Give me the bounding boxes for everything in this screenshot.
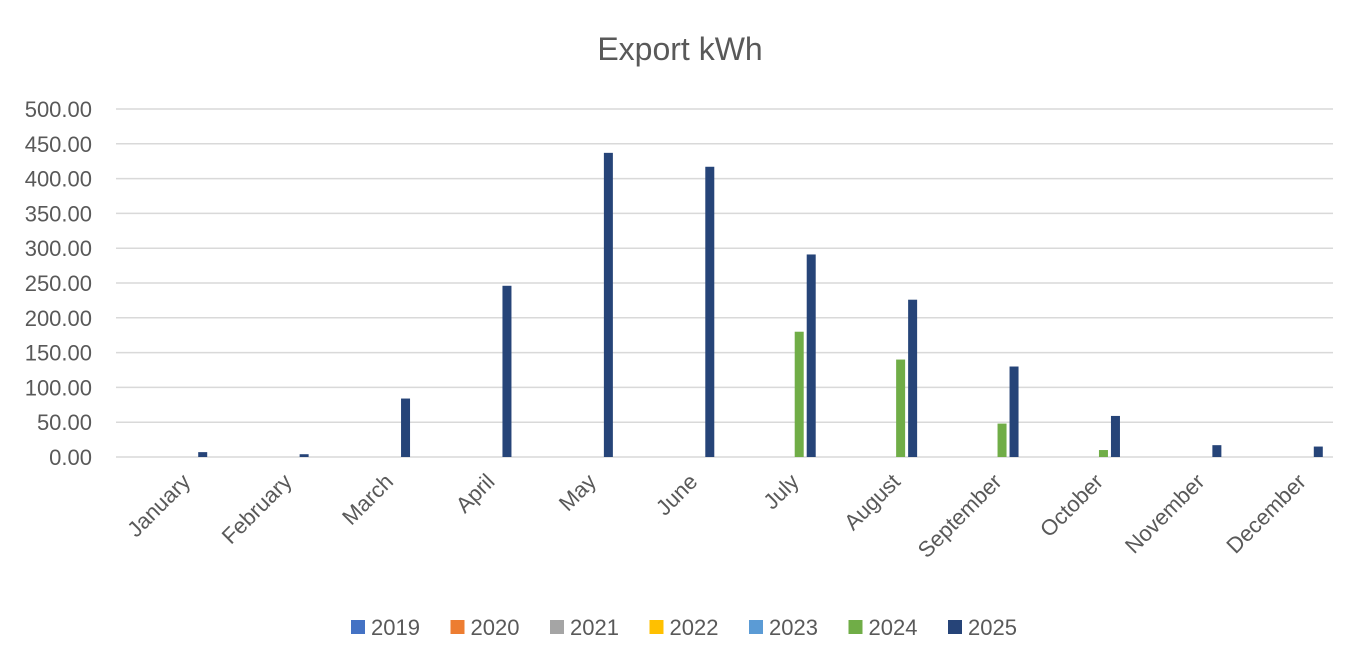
legend-label-2019: 2019 xyxy=(371,615,420,640)
x-tick-label: August xyxy=(839,469,905,535)
x-tick-label: March xyxy=(337,469,398,530)
legend-swatch-2023 xyxy=(749,620,763,634)
bar-2025-august xyxy=(908,299,918,457)
y-tick-label: 50.00 xyxy=(37,410,92,435)
y-tick-label: 150.00 xyxy=(25,341,92,366)
bar-2024-october xyxy=(1098,450,1108,457)
legend-label-2023: 2023 xyxy=(769,615,818,640)
legend-label-2022: 2022 xyxy=(670,615,719,640)
y-tick-label: 250.00 xyxy=(25,271,92,296)
legend-swatch-2024 xyxy=(848,620,863,634)
y-tick-label: 200.00 xyxy=(25,306,92,331)
bar-2025-january xyxy=(198,452,208,457)
bar-2025-march xyxy=(401,398,411,457)
y-tick-label: 0.00 xyxy=(49,445,92,470)
x-tick-label: June xyxy=(651,469,702,520)
bar-2024-july xyxy=(794,331,804,457)
y-tick-label: 300.00 xyxy=(25,236,92,261)
chart-title: Export kWh xyxy=(597,31,762,67)
legend-label-2021: 2021 xyxy=(570,615,619,640)
y-tick-label: 450.00 xyxy=(25,132,92,157)
legend-swatch-2022 xyxy=(649,620,664,634)
y-axis: 0.00 50.00 100.00 150.00 200.00 250.00 300.00 3… xyxy=(25,97,92,470)
x-tick-label: January xyxy=(122,469,195,542)
bar-2025-april xyxy=(502,285,512,457)
legend-swatch-2019 xyxy=(351,620,365,634)
bar-2025-june xyxy=(705,166,715,457)
x-tick-label: October xyxy=(1035,469,1108,542)
bar-2025-july xyxy=(806,254,816,457)
x-tick-label: July xyxy=(758,469,803,514)
legend-swatch-2025 xyxy=(948,620,962,634)
y-tick-label: 100.00 xyxy=(25,375,92,400)
bar-2024-august xyxy=(896,359,906,457)
x-tick-label: December xyxy=(1221,469,1310,558)
x-tick-label: February xyxy=(217,469,297,549)
legend-label-2025: 2025 xyxy=(968,615,1017,640)
bar-2025-october xyxy=(1110,415,1120,457)
y-tick-label: 350.00 xyxy=(25,201,92,226)
x-tick-label: April xyxy=(451,469,500,518)
legend-label-2020: 2020 xyxy=(471,615,520,640)
legend-label-2024: 2024 xyxy=(869,615,918,640)
legend-swatch-2020 xyxy=(450,620,465,634)
y-tick-label: 500.00 xyxy=(25,97,92,122)
bar-2025-may xyxy=(603,152,613,457)
x-tick-label: May xyxy=(554,469,601,516)
grid-layer xyxy=(116,108,1333,458)
legend: 2019 2020 2021 2022 2023 2024 2025 xyxy=(351,615,1017,640)
legend-swatch-2021 xyxy=(550,620,564,634)
bar-2025-november xyxy=(1212,445,1222,457)
bar-2025-september xyxy=(1009,366,1019,457)
bar-2025-february xyxy=(299,454,309,457)
x-tick-label: September xyxy=(913,469,1007,563)
bar-2025-december xyxy=(1313,446,1323,457)
x-tick-label: November xyxy=(1120,469,1209,558)
y-tick-label: 400.00 xyxy=(25,167,92,192)
bar-2024-september xyxy=(997,423,1007,457)
bars xyxy=(198,152,1323,457)
x-axis: January February March April May June July Augu… xyxy=(122,469,1311,563)
